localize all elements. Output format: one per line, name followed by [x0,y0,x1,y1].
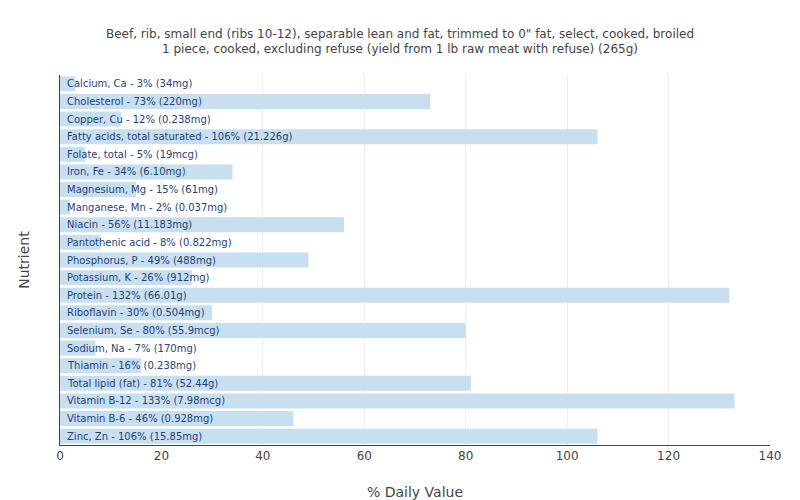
svg-text:Thiamin - 16% (0.238mg): Thiamin - 16% (0.238mg) [67,360,196,371]
svg-text:Magnesium, Mg - 15% (61mg): Magnesium, Mg - 15% (61mg) [67,184,218,195]
svg-text:Total lipid (fat) - 81% (52.44: Total lipid (fat) - 81% (52.44g) [67,378,218,389]
svg-text:Selenium, Se - 80% (55.9mcg): Selenium, Se - 80% (55.9mcg) [67,325,220,336]
svg-text:Pantothenic acid - 8% (0.822mg: Pantothenic acid - 8% (0.822mg) [67,237,232,248]
svg-text:40: 40 [255,449,270,463]
svg-text:60: 60 [357,449,372,463]
svg-text:20: 20 [154,449,169,463]
svg-text:Cholesterol - 73% (220mg): Cholesterol - 73% (220mg) [67,96,202,107]
svg-text:Copper, Cu - 12% (0.238mg): Copper, Cu - 12% (0.238mg) [67,114,211,125]
svg-text:140: 140 [759,449,782,463]
svg-text:% Daily Value: % Daily Value [367,484,463,500]
svg-text:Niacin - 56% (11.183mg): Niacin - 56% (11.183mg) [67,219,192,230]
svg-text:Vitamin B-12 - 133% (7.98mcg): Vitamin B-12 - 133% (7.98mcg) [67,395,225,406]
svg-text:Sodium, Na - 7% (170mg): Sodium, Na - 7% (170mg) [67,343,197,354]
svg-text:Potassium, K - 26% (912mg): Potassium, K - 26% (912mg) [67,272,209,283]
svg-text:120: 120 [657,449,680,463]
svg-text:Manganese, Mn - 2% (0.037mg): Manganese, Mn - 2% (0.037mg) [67,202,227,213]
svg-text:Calcium, Ca - 3% (34mg): Calcium, Ca - 3% (34mg) [67,78,192,89]
svg-text:100: 100 [556,449,579,463]
svg-text:0: 0 [56,449,64,463]
svg-text:Nutrient: Nutrient [16,231,32,289]
svg-text:Vitamin B-6 - 46% (0.928mg): Vitamin B-6 - 46% (0.928mg) [67,413,213,424]
svg-text:Beef, rib, small end (ribs 10-: Beef, rib, small end (ribs 10-12), separ… [106,27,694,57]
svg-text:80: 80 [458,449,473,463]
svg-text:Fatty acids, total saturated -: Fatty acids, total saturated - 106% (21.… [67,131,292,142]
svg-text:Zinc, Zn - 106% (15.85mg): Zinc, Zn - 106% (15.85mg) [67,431,202,442]
svg-text:Protein - 132% (66.01g): Protein - 132% (66.01g) [67,290,187,301]
svg-text:Iron, Fe - 34% (6.10mg): Iron, Fe - 34% (6.10mg) [67,166,186,177]
svg-text:Riboflavin - 30% (0.504mg): Riboflavin - 30% (0.504mg) [67,307,205,318]
svg-text:Phosphorus, P - 49% (488mg): Phosphorus, P - 49% (488mg) [67,255,216,266]
svg-text:Folate, total - 5% (19mcg): Folate, total - 5% (19mcg) [67,149,198,160]
